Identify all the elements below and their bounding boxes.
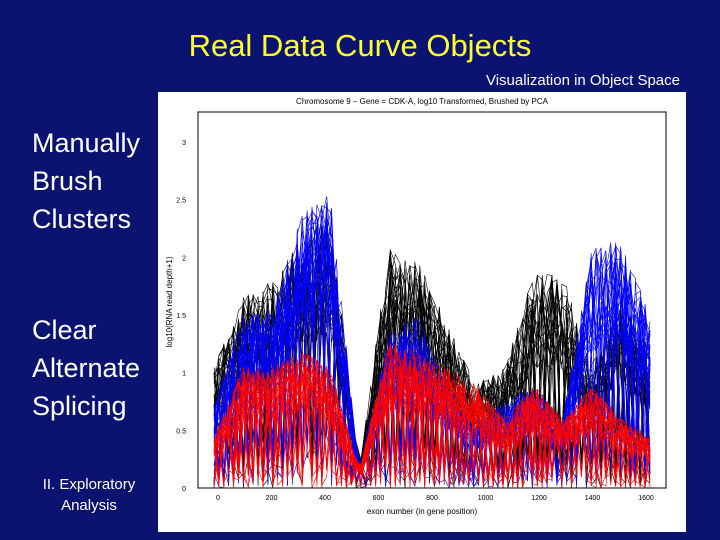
text-line: Alternate: [32, 353, 141, 383]
curve-lines: [213, 196, 651, 489]
text-line: Brush: [32, 166, 103, 196]
expression-curve: [213, 359, 651, 488]
x-tick-label: 1400: [585, 495, 601, 502]
expression-curve: [213, 355, 651, 488]
x-tick-label: 0: [216, 495, 220, 502]
y-tick-label: 1.5: [176, 313, 186, 320]
plot-axes-box: [197, 111, 667, 489]
y-tick-label: 2: [182, 255, 186, 262]
y-ticks: 0 0.5 1 1.5 2 2.5 3: [176, 140, 186, 493]
expression-curve: [213, 357, 651, 486]
footer-line: II. Exploratory: [42, 476, 136, 493]
plot-x-label: exon number (in gene position): [367, 507, 478, 516]
x-tick-label: 600: [373, 495, 385, 502]
expression-curve: [213, 356, 651, 489]
footer-line: Analysis: [61, 497, 117, 514]
x-tick-label: 1600: [638, 495, 654, 502]
expression-curve: [213, 359, 651, 488]
curve-plot-svg: Chromosome 9 – Gene = CDK-A, log10 Trans…: [165, 97, 667, 516]
plot-y-label: log10(RNA read depth+1): [165, 256, 174, 347]
x-tick-label: 400: [319, 495, 331, 502]
x-ticks: 0 200 400 600 800 1000 1200 1400 1600: [216, 495, 654, 502]
expression-curve: [213, 228, 651, 487]
x-tick-label: 1200: [531, 495, 547, 502]
section-footer: II. Exploratory Analysis: [24, 474, 154, 516]
slide-subtitle: Visualization in Object Space: [485, 72, 680, 89]
x-tick-label: 200: [266, 495, 278, 502]
y-tick-label: 0.5: [176, 428, 186, 435]
plot-title: Chromosome 9 – Gene = CDK-A, log10 Trans…: [296, 97, 549, 106]
expression-curve: [213, 365, 651, 488]
y-tick-label: 0: [182, 486, 186, 493]
text-line: Splicing: [32, 391, 127, 421]
y-tick-label: 1: [182, 371, 186, 378]
text-line: Manually: [32, 128, 141, 158]
y-tick-label: 3: [182, 140, 186, 147]
y-tick-label: 2.5: [176, 198, 186, 205]
text-line: Clear: [32, 315, 97, 345]
manual-brush-text: Manually Brush Clusters: [32, 124, 140, 238]
x-tick-label: 800: [426, 495, 438, 502]
expression-curve: [213, 347, 651, 488]
slide-title: Real Data Curve Objects: [188, 28, 532, 63]
text-line: Clusters: [32, 204, 132, 234]
alternate-splicing-text: Clear Alternate Splicing: [32, 311, 140, 425]
expression-curve: [213, 215, 651, 488]
x-tick-label: 1000: [478, 495, 494, 502]
expression-curve: [213, 348, 651, 488]
curve-plot-image: Chromosome 9 – Gene = CDK-A, log10 Trans…: [158, 92, 686, 532]
